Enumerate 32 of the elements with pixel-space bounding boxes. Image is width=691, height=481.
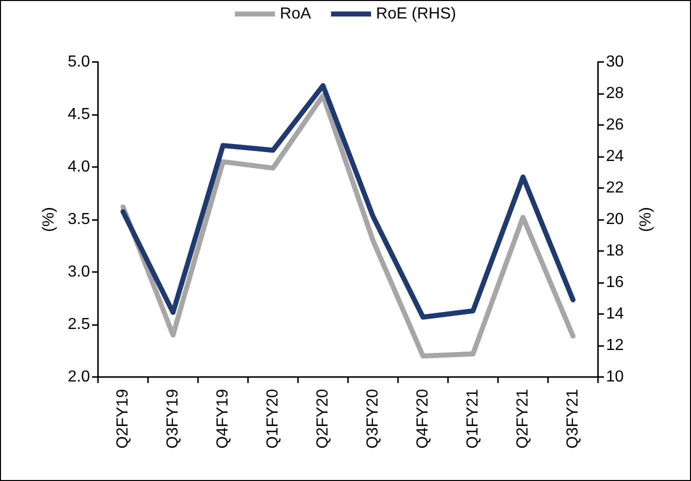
y2-tick-label: 26 (606, 116, 624, 134)
y-tick-label: 5.0 (68, 54, 90, 70)
x-tick-label: Q3FY20 (364, 388, 382, 449)
x-tick-label: Q4FY20 (414, 388, 432, 449)
y2-tick-label: 22 (606, 180, 624, 196)
legend-label: RoE (RHS) (376, 6, 456, 22)
x-tick-label: Q2FY21 (514, 388, 532, 449)
legend-label: RoA (280, 6, 312, 22)
y2-tick-label: 20 (606, 211, 624, 228)
y2-axis-title: (%) (638, 207, 654, 232)
y-tick-label: 4.0 (68, 158, 90, 176)
y-tick-label: 2.0 (68, 368, 90, 386)
y2-tick-label: 10 (606, 368, 624, 386)
x-tick-label: Q3FY19 (164, 388, 182, 449)
x-tick-label: Q2FY19 (114, 388, 132, 449)
y2-tick-label: 12 (606, 337, 624, 354)
y2-tick-label: 16 (606, 274, 624, 291)
y-axis-title: (%) (40, 207, 58, 232)
x-tick-label: Q4FY19 (214, 388, 232, 449)
y-tick-label: 2.5 (68, 316, 90, 333)
y2-tick-label: 28 (606, 85, 624, 102)
x-tick-label: Q3FY21 (564, 388, 582, 449)
y2-tick-label: 18 (606, 242, 624, 260)
y2-tick-label: 24 (606, 148, 624, 165)
y-tick-label: 4.5 (68, 106, 90, 123)
x-tick-label: Q2FY20 (314, 388, 332, 449)
y2-tick-label: 30 (606, 54, 624, 70)
y2-tick-label: 14 (606, 306, 624, 322)
y-tick-label: 3.5 (68, 211, 90, 228)
y-tick-label: 3.0 (68, 264, 90, 280)
x-tick-label: Q1FY21 (464, 388, 482, 449)
x-tick-label: Q1FY20 (264, 388, 282, 449)
